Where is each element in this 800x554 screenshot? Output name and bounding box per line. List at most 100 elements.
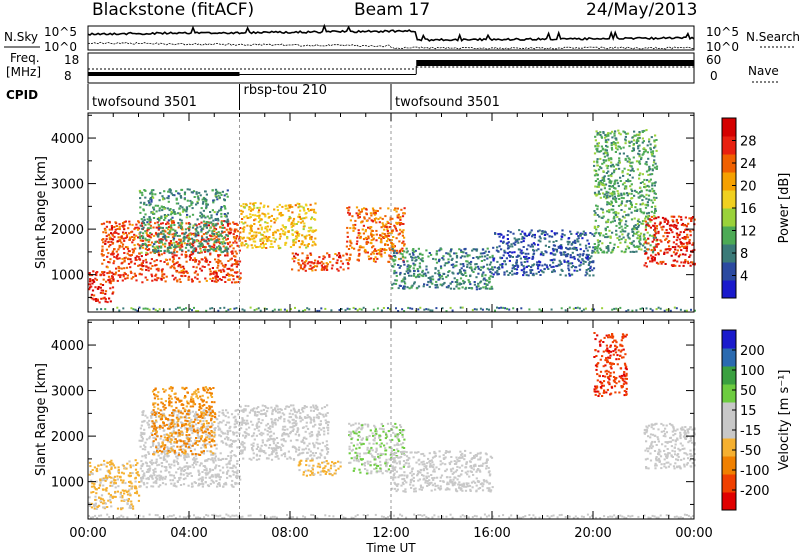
echo-cell	[218, 242, 221, 245]
echo-cell	[442, 258, 445, 261]
echo-cell	[286, 309, 288, 312]
echo-cell	[693, 262, 696, 265]
echo-cell	[281, 205, 284, 208]
echo-cell	[602, 131, 605, 133]
echo-cell	[219, 307, 222, 310]
echo-cell	[385, 249, 388, 251]
echo-cell	[380, 255, 383, 258]
echo-cell	[95, 300, 98, 302]
echo-cell	[612, 217, 615, 220]
echo-cell	[644, 149, 647, 151]
cpid-block-label: twofsound 3501	[92, 95, 197, 110]
echo-cell	[298, 233, 301, 236]
echo-cell	[378, 252, 381, 255]
echo-cell	[684, 260, 687, 263]
echo-cell	[149, 217, 152, 220]
echo-cell	[217, 219, 220, 222]
nave-tick-label: 0	[710, 69, 718, 83]
echo-cell	[399, 248, 402, 251]
echo-cell	[124, 489, 127, 492]
echo-cell	[384, 243, 387, 246]
echo-cell	[675, 239, 678, 242]
echo-cell	[151, 275, 154, 278]
echo-cell	[373, 218, 376, 221]
echo-cell	[165, 223, 168, 226]
echo-cell	[105, 465, 108, 468]
echo-cell	[155, 458, 158, 461]
echo-cell	[175, 231, 178, 234]
echo-cell	[632, 143, 635, 145]
echo-cell	[473, 281, 476, 283]
echo-cell	[508, 308, 511, 311]
echo-cell	[542, 271, 545, 274]
echo-cell	[108, 261, 111, 264]
echo-cell	[522, 240, 525, 243]
echo-cell	[259, 514, 262, 517]
echo-cell	[635, 250, 638, 253]
echo-cell	[257, 307, 260, 310]
echo-cell	[638, 153, 641, 156]
echo-cell	[573, 269, 576, 272]
echo-cell	[608, 229, 611, 232]
echo-cell	[459, 306, 462, 309]
echo-cell	[684, 236, 687, 239]
echo-cell	[88, 515, 90, 517]
echo-cell	[348, 212, 351, 215]
echo-cell	[679, 253, 682, 256]
echo-cell	[178, 238, 181, 241]
echo-cell	[290, 516, 292, 519]
echo-cell	[445, 276, 448, 279]
n-search-label: N.Search	[746, 30, 800, 44]
echo-cell	[129, 494, 132, 497]
echo-cell	[167, 222, 170, 225]
echo-cell	[127, 257, 130, 260]
echo-cell	[371, 246, 374, 249]
echo-cell	[150, 211, 153, 214]
echo-cell	[447, 284, 450, 287]
echo-cell	[603, 180, 606, 182]
freq-label-line2: [MHz]	[6, 65, 41, 79]
echo-cell	[651, 173, 654, 176]
echo-cell	[638, 161, 641, 164]
echo-cell	[349, 227, 352, 230]
echo-cell	[653, 184, 656, 187]
echo-cell	[358, 252, 361, 255]
echo-cell	[662, 260, 665, 263]
echo-cell	[666, 219, 669, 222]
echo-cell	[355, 212, 358, 215]
echo-cell	[417, 308, 420, 311]
echo-cell	[390, 242, 393, 244]
echo-cell	[209, 252, 212, 255]
echo-cell	[635, 309, 638, 312]
echo-cell	[499, 263, 502, 266]
echo-cell	[530, 243, 533, 246]
echo-cell	[189, 199, 192, 202]
echo-cell	[207, 411, 210, 414]
echo-cell	[579, 243, 582, 246]
echo-cell	[577, 235, 580, 237]
echo-cell	[497, 250, 500, 253]
echo-cell	[471, 269, 474, 272]
echo-cell	[526, 257, 529, 260]
echo-cell	[617, 185, 620, 188]
echo-cell	[172, 263, 176, 266]
echo-cell	[105, 478, 108, 481]
echo-cell	[131, 485, 134, 488]
echo-cell	[365, 219, 368, 222]
echo-cell	[205, 473, 208, 476]
echo-cell	[568, 240, 571, 243]
echo-cell	[215, 239, 218, 242]
echo-cell	[319, 262, 322, 265]
echo-cell	[233, 271, 237, 274]
echo-cell	[196, 226, 199, 229]
echo-cell	[399, 273, 402, 276]
echo-cell	[358, 248, 361, 251]
echo-cell	[623, 193, 626, 196]
echo-cell	[158, 199, 161, 202]
echo-cell	[640, 189, 643, 192]
echo-cell	[218, 209, 221, 212]
echo-cell	[596, 132, 599, 135]
echo-cell	[252, 240, 255, 243]
echo-cell	[653, 233, 656, 236]
